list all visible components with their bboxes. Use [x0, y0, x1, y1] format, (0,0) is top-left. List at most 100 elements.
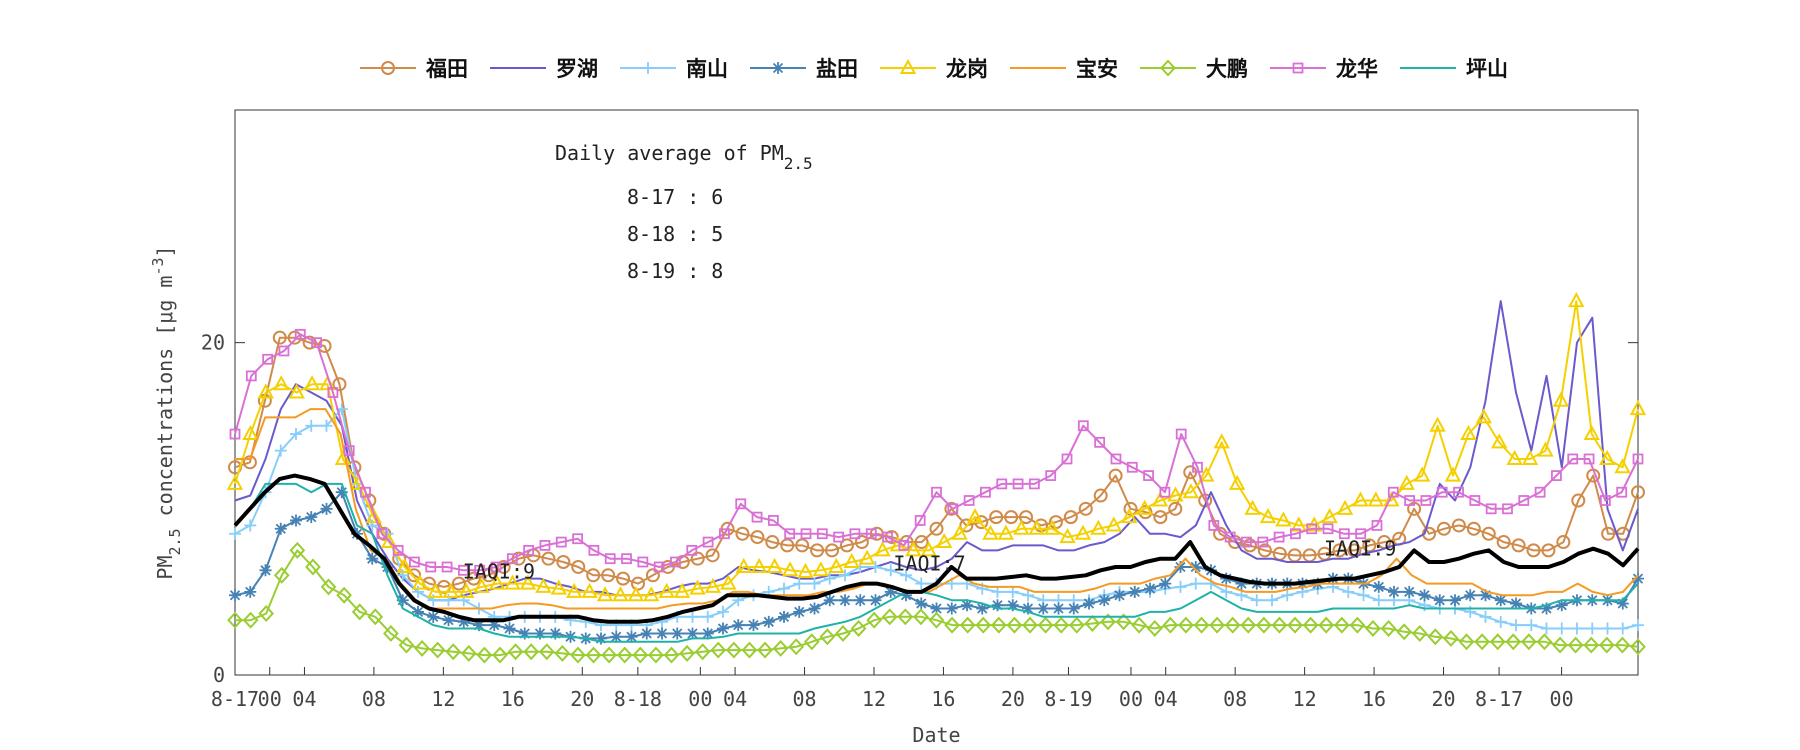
x-tick-label: 8-17 — [1475, 687, 1523, 711]
data-point — [1074, 524, 1092, 540]
data-point — [1510, 597, 1522, 610]
data-point — [772, 62, 784, 74]
data-point — [1242, 538, 1257, 553]
annotation-title: Daily average of PM2.5 — [555, 141, 813, 173]
data-point — [1083, 597, 1095, 610]
data-point — [850, 620, 867, 637]
data-point — [959, 518, 974, 533]
data-point — [1571, 622, 1583, 635]
data-point — [1433, 594, 1446, 607]
data-point — [720, 574, 737, 590]
data-point — [1287, 616, 1303, 634]
data-point — [503, 622, 516, 635]
data-point — [534, 627, 546, 640]
data-point — [539, 539, 551, 551]
data-point — [670, 556, 681, 568]
data-point — [710, 641, 727, 659]
data-point — [1257, 536, 1269, 548]
data-point — [392, 544, 404, 556]
data-point — [1451, 518, 1466, 533]
data-point — [1541, 543, 1556, 558]
series-龙华 — [229, 328, 1644, 576]
legend-label: 盐田 — [816, 57, 858, 81]
data-point — [833, 531, 845, 543]
data-point — [884, 564, 897, 577]
data-point — [1115, 613, 1132, 631]
data-point — [658, 582, 675, 598]
data-point — [1552, 636, 1568, 654]
data-point — [414, 639, 430, 657]
data-point — [793, 577, 806, 590]
data-point — [1167, 486, 1184, 502]
data-point — [1616, 486, 1628, 498]
data-point — [828, 557, 845, 573]
data-point — [717, 605, 729, 618]
data-point — [229, 527, 241, 540]
data-point — [259, 564, 272, 577]
x-tick-label: 16 — [501, 687, 525, 711]
data-point — [1555, 599, 1568, 612]
data-point — [645, 568, 660, 583]
data-point — [788, 638, 805, 656]
data-point — [1458, 633, 1475, 651]
plot-frame — [234, 109, 1639, 676]
legend-label: 龙岗 — [946, 57, 988, 81]
data-point — [823, 572, 836, 585]
series-宝安 — [235, 408, 1639, 610]
x-tick-label: 08 — [1223, 687, 1247, 711]
data-point — [1568, 292, 1585, 308]
y-label-exp: -3 — [149, 257, 167, 275]
iaqi-labels: IAQI:9 IAQI:7 IAQI:9 — [463, 536, 1396, 583]
data-point — [1460, 424, 1477, 441]
data-point — [1404, 495, 1416, 506]
data-point — [226, 474, 244, 490]
data-point — [244, 585, 257, 598]
data-point — [1022, 616, 1038, 634]
x-tick-label: 20 — [570, 687, 594, 711]
data-point — [588, 544, 600, 556]
data-point — [735, 498, 747, 510]
legend-item: 盐田 — [750, 57, 858, 81]
legend-item: 福田 — [360, 57, 468, 81]
x-tick-label: 20 — [1431, 687, 1455, 711]
data-point — [627, 586, 645, 602]
data-point — [380, 532, 398, 549]
data-point — [1178, 616, 1194, 634]
data-point — [257, 383, 275, 399]
data-point — [1224, 531, 1236, 543]
data-point — [425, 561, 437, 573]
data-point — [915, 577, 928, 590]
data-point — [320, 502, 333, 515]
data-point — [1380, 620, 1397, 637]
data-point — [1105, 516, 1122, 532]
data-point — [686, 627, 699, 640]
data-point — [1443, 629, 1459, 647]
data-point — [1521, 633, 1537, 651]
daily-average-annotation: Daily average of PM2.5 8-17 : 6 8-18 : 5 8-… — [555, 141, 813, 283]
data-point — [905, 541, 922, 557]
data-point — [1518, 495, 1530, 506]
data-point — [705, 548, 720, 563]
legend-item: 宝安 — [1010, 57, 1118, 81]
data-point — [457, 615, 470, 628]
data-point — [1256, 616, 1272, 634]
data-point — [1631, 485, 1645, 500]
data-point — [653, 561, 665, 573]
data-point — [1126, 461, 1138, 473]
data-point — [601, 646, 617, 664]
data-point — [1052, 602, 1065, 615]
data-point — [1220, 585, 1233, 598]
x-tick-label: 8-18 — [614, 687, 662, 711]
data-point — [1192, 461, 1203, 473]
data-point — [1151, 491, 1169, 507]
data-point — [1418, 589, 1431, 602]
data-point — [1396, 623, 1413, 641]
data-point — [274, 444, 287, 457]
data-point — [772, 639, 789, 657]
data-point — [803, 633, 820, 651]
data-point — [989, 510, 1004, 525]
data-point — [571, 559, 586, 574]
data-point — [1182, 483, 1200, 499]
data-point — [1022, 589, 1034, 602]
data-point — [929, 521, 944, 536]
